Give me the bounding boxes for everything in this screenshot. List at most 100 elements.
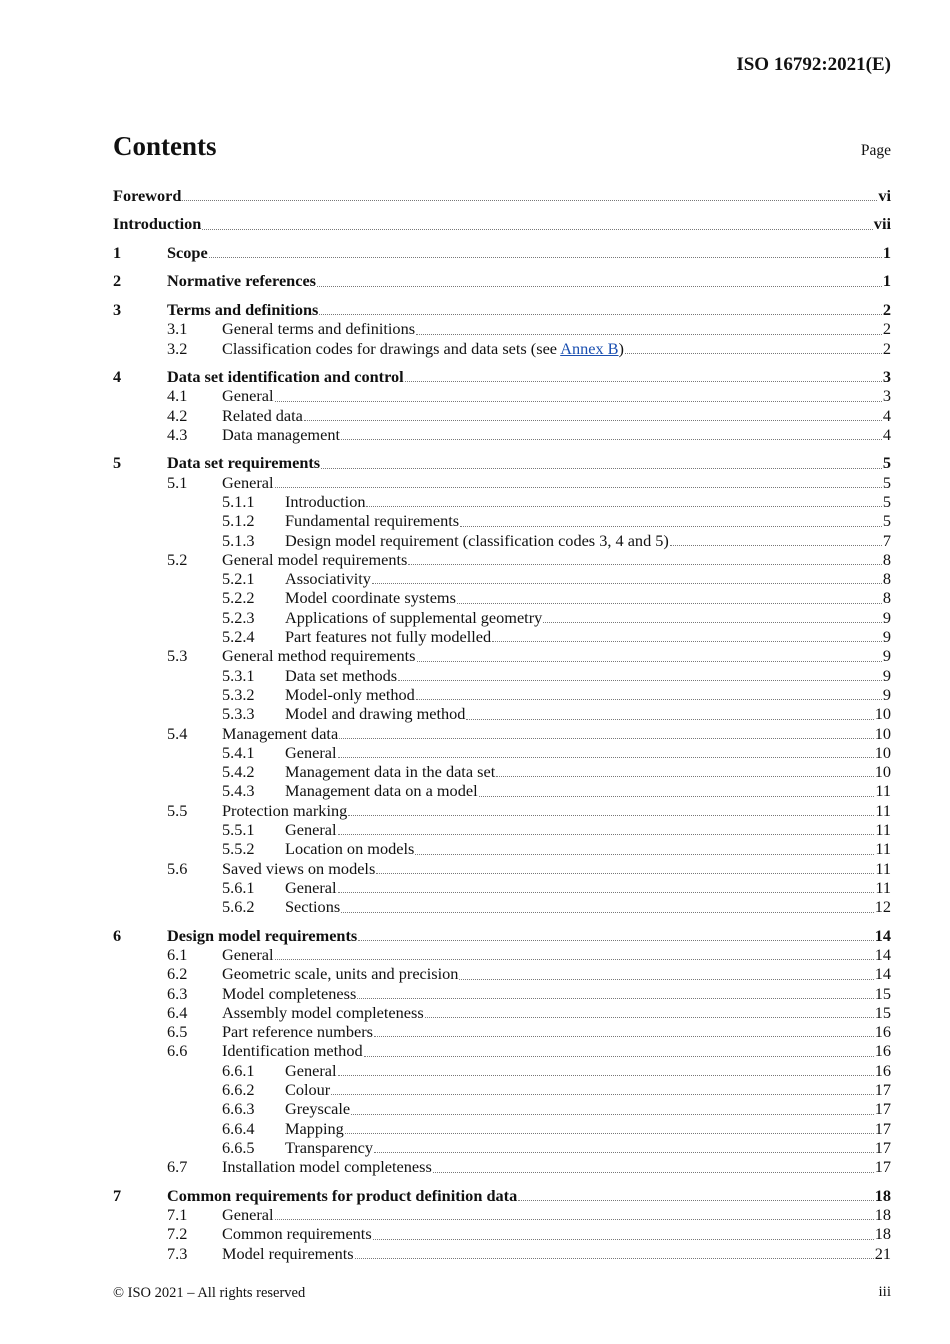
toc-title: Fundamental requirements: [285, 511, 459, 530]
toc-page-number: 3: [882, 367, 891, 387]
toc-number: 5.6.1: [222, 877, 255, 897]
toc-page-number: 5: [882, 453, 891, 473]
toc-title: Management data in the data set: [285, 762, 495, 781]
toc-number: 2: [113, 271, 122, 291]
toc-entry[interactable]: 5.4 Management data 10: [113, 724, 891, 743]
toc-entry[interactable]: 5.6 Saved views on models 11: [113, 859, 891, 878]
toc-number: 5.1.3: [222, 530, 255, 550]
toc-page-number: 16: [874, 1022, 891, 1042]
toc-number: 1: [113, 242, 122, 262]
toc-title-text: Model and drawing method: [285, 704, 466, 724]
dot-leader: [669, 544, 882, 546]
toc-page-number: 17: [874, 1157, 891, 1177]
toc-number: 5.3.1: [222, 665, 255, 685]
annex-link[interactable]: Annex B: [560, 338, 619, 358]
toc-entry[interactable]: 5.2 General model requirements 8: [113, 550, 891, 569]
toc-title-text: Management data: [222, 723, 339, 743]
toc-entry[interactable]: 6.1 General 14: [113, 945, 891, 964]
dot-leader: [337, 756, 874, 759]
toc-title-text: General: [285, 877, 337, 897]
toc-page-number: 4: [882, 405, 891, 425]
toc-entry[interactable]: 6.6 Identification method 16: [113, 1041, 891, 1060]
toc-entry[interactable]: 6.7 Installation model completeness 17: [113, 1157, 891, 1176]
toc-page-number: 15: [874, 983, 891, 1003]
toc-entry[interactable]: 5.3.1 Data set methods 9: [113, 666, 891, 685]
toc-entry[interactable]: 6.3 Model completeness 15: [113, 984, 891, 1003]
toc-entry[interactable]: 5.4.1 General 10: [113, 743, 891, 762]
toc-title: Terms and definitions: [167, 300, 318, 319]
toc-entry[interactable]: 5.3 General method requirements 9: [113, 646, 891, 665]
toc-entry[interactable]: 6.6.2 Colour 17: [113, 1080, 891, 1099]
toc-title-text: Protection marking: [222, 800, 348, 820]
toc-number: 3.2: [167, 338, 188, 358]
toc-page-number: 14: [874, 925, 891, 945]
toc-page-number: 16: [874, 1041, 891, 1061]
toc-entry[interactable]: 6.6.1 General 16: [113, 1061, 891, 1080]
toc-entry[interactable]: 6.6.3 Greyscale 17: [113, 1099, 891, 1118]
dot-leader: [456, 602, 882, 604]
toc-page-number: 4: [882, 424, 891, 444]
toc-number: 5.3.3: [222, 704, 255, 724]
toc-title: Foreword: [113, 186, 181, 205]
toc-title-suffix: ): [618, 338, 624, 358]
toc-entry[interactable]: 3.1 General terms and definitions 2: [113, 319, 891, 338]
toc-entry[interactable]: 5.3.2 Model-only method 9: [113, 685, 891, 704]
toc-entry[interactable]: 5.2.2 Model coordinate systems 8: [113, 588, 891, 607]
toc-entry[interactable]: 5.4.3 Management data on a model 11: [113, 781, 891, 800]
toc-page-number: 11: [875, 839, 891, 859]
toc-entry[interactable]: 3 Terms and definitions 2: [113, 300, 891, 319]
toc-entry[interactable]: 5.5.1 General 11: [113, 820, 891, 839]
toc-number: 5.6.2: [222, 897, 255, 917]
toc-entry[interactable]: 2 Normative references 1: [113, 271, 891, 290]
toc-entry[interactable]: 5 Data set requirements 5: [113, 453, 891, 472]
toc-entry[interactable]: 5.3.3 Model and drawing method 10: [113, 704, 891, 723]
toc-entry[interactable]: 6.2 Geometric scale, units and precision 1…: [113, 964, 891, 983]
toc-entry[interactable]: 5.1 General 5: [113, 473, 891, 492]
toc-entry[interactable]: 7.2 Common requirements 18: [113, 1224, 891, 1243]
toc-title-text: Colour: [285, 1080, 331, 1100]
toc-entry[interactable]: 4.2 Related data 4: [113, 406, 891, 425]
toc-entry[interactable]: 5.1.3 Design model requirement (classific…: [113, 531, 891, 550]
toc-entry[interactable]: 4.3 Data management 4: [113, 425, 891, 444]
dot-leader: [398, 679, 882, 681]
toc-entry[interactable]: 6.6.5 Transparency 17: [113, 1138, 891, 1157]
toc-entry[interactable]: 6.4 Assembly model completeness 15: [113, 1003, 891, 1022]
toc-entry[interactable]: 5.5.2 Location on models 11: [113, 839, 891, 858]
toc-entry[interactable]: 1 Scope 1: [113, 243, 891, 262]
toc-entry[interactable]: 4.1 General 3: [113, 386, 891, 405]
toc-entry[interactable]: 5.6.1 General 11: [113, 878, 891, 897]
toc-entry[interactable]: 5.4.2 Management data in the data set 10: [113, 762, 891, 781]
toc-entry[interactable]: 6.5 Part reference numbers 16: [113, 1022, 891, 1041]
toc-entry[interactable]: 6.6.4 Mapping 17: [113, 1119, 891, 1138]
toc-title: General model requirements: [222, 550, 407, 569]
toc-entry[interactable]: 7.3 Model requirements 21: [113, 1244, 891, 1263]
dot-leader: [319, 313, 882, 316]
toc-entry[interactable]: 5.2.4 Part features not fully modelled 9: [113, 627, 891, 646]
toc-entry[interactable]: Foreword vi: [113, 186, 891, 205]
toc-title-text: Data management: [222, 424, 340, 444]
dot-leader: [416, 660, 882, 662]
toc-entry[interactable]: 4 Data set identification and control 3: [113, 367, 891, 386]
toc-page-number: 11: [875, 858, 891, 878]
dot-leader: [543, 621, 882, 624]
footer-page-number: iii: [878, 1284, 891, 1300]
toc-entry[interactable]: 5.1.1 Introduction 5: [113, 492, 891, 511]
toc-title-text: Part features not fully modelled: [285, 627, 492, 647]
toc-entry[interactable]: 5.2.1 Associativity 8: [113, 569, 891, 588]
toc-entry[interactable]: 7.1 General 18: [113, 1205, 891, 1224]
toc-entry[interactable]: 5.2.3 Applications of supplemental geomet…: [113, 608, 891, 627]
toc-number: 6.7: [167, 1157, 188, 1177]
toc-number: 7: [113, 1185, 122, 1205]
toc-entry[interactable]: Introduction vii: [113, 214, 891, 233]
toc-page-number: 10: [874, 762, 891, 782]
toc-entry[interactable]: 5.5 Protection marking 11: [113, 801, 891, 820]
toc-entry[interactable]: 6 Design model requirements 14: [113, 926, 891, 945]
toc-entry[interactable]: 7 Common requirements for product definit…: [113, 1186, 891, 1205]
toc-entry[interactable]: 3.2 Classification codes for drawings and…: [113, 339, 891, 358]
toc-title: Model requirements: [222, 1244, 354, 1263]
toc-number: 6.6.1: [222, 1060, 255, 1080]
toc-entry[interactable]: 5.1.2 Fundamental requirements 5: [113, 511, 891, 530]
toc-page-number: 1: [882, 242, 891, 262]
toc-entry[interactable]: 5.6.2 Sections 12: [113, 897, 891, 916]
toc-number: 4.2: [167, 405, 188, 425]
